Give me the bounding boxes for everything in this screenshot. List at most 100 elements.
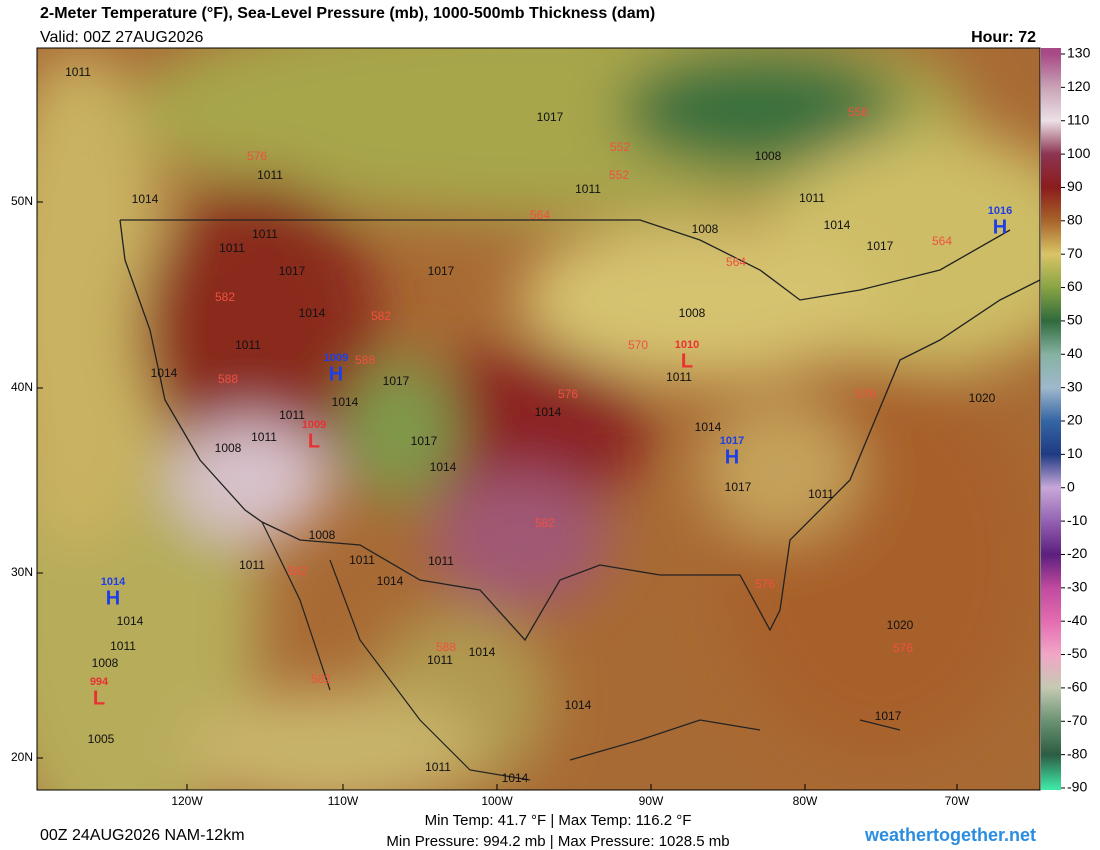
colorbar-tick-label: -20 [1067,545,1087,561]
thickness-label: 582 [371,309,391,323]
center-letter: L [93,687,105,709]
isobar-label: 1017 [279,264,306,278]
isobar-label: 1017 [867,239,894,253]
center-letter: H [993,216,1007,238]
isobar-label: 1011 [799,191,825,205]
thickness-label: 576 [856,387,876,401]
pressure-stats: Min Pressure: 994.2 mb | Max Pressure: 1… [386,833,729,850]
colorbar-tick-label: 40 [1067,345,1083,361]
isobar-label: 1011 [219,241,245,255]
isobar-label: 1008 [92,656,119,670]
center-value: 1009 [324,352,348,364]
isobar-label: 1011 [428,554,454,568]
isobar-label: 1008 [215,441,242,455]
thickness-label: 582 [215,290,235,304]
thickness-label: 570 [628,338,648,352]
lat-label: 20N [11,750,33,764]
thickness-label: 552 [610,140,630,154]
colorbar-tick-label: 120 [1067,78,1091,94]
center-value: 1010 [675,339,699,351]
isobar-label: 1014 [695,420,722,434]
colorbar-tick-label: 100 [1067,145,1091,161]
thickness-label: 576 [247,149,267,163]
colorbar-tick-label: 20 [1067,412,1083,428]
isobar-label: 1005 [88,732,115,746]
lon-label: 110W [328,794,359,808]
thickness-label: 588 [355,353,375,367]
lat-label: 30N [11,565,33,579]
colorbar-tick-label: 130 [1067,45,1091,61]
colorbar-tick-label: 110 [1067,111,1090,127]
center-letter: L [308,430,320,452]
isobar-label: 1020 [969,391,996,405]
isobar-label: 1008 [755,149,782,163]
colorbar-tick-label: 60 [1067,278,1083,294]
colorbar-tick-label: 30 [1067,378,1083,394]
valid-time: Valid: 00Z 27AUG2026 [40,29,203,46]
thickness-label: 552 [609,168,629,182]
isobar-label: 1020 [887,618,914,632]
lon-label: 90W [639,794,664,808]
colorbar-tick-label: -90 [1067,779,1087,795]
isobar-label: 1014 [151,366,178,380]
isobar-label: 1011 [251,430,277,444]
isobar-label: 1017 [875,709,902,723]
isobar-label: 1011 [279,408,305,422]
isobar-label: 1011 [65,65,91,79]
isobar-label: 1008 [692,222,719,236]
map-frame [36,47,1041,791]
colorbar-ramp [1041,48,1061,790]
thickness-label: 582 [287,564,307,578]
thickness-label: 564 [530,208,550,222]
colorbar-tick-label: 0 [1067,478,1075,494]
site-name[interactable]: weathertogether.net [864,825,1036,845]
isobar-label: 1011 [239,558,265,572]
isobar-label: 1008 [309,528,336,542]
lat-label: 50N [11,194,33,208]
isobar-label: 1014 [377,574,404,588]
colorbar-tick-label: 70 [1067,245,1083,261]
isobar-label: 1017 [383,374,410,388]
isobar-label: 1011 [425,760,451,774]
thickness-label: 582 [311,672,331,686]
lon-label: 80W [793,794,818,808]
isobar-label: 1014 [502,771,529,785]
colorbar-tick-label: 50 [1067,312,1083,328]
isobar-label: 1011 [235,338,261,352]
center-letter: L [681,350,693,372]
isobar-label: 1011 [252,227,278,241]
colorbar: 1301201101009080706050403020100-10-20-30… [1041,45,1091,795]
isobar-label: 1014 [117,614,144,628]
isobar-label: 1014 [299,306,326,320]
colorbar-tick-label: -70 [1067,712,1087,728]
thickness-label: 558 [848,105,868,119]
isobar-label: 1014 [332,395,359,409]
model-run: 00Z 24AUG2026 NAM-12km [40,827,245,844]
thickness-label: 576 [755,577,775,591]
thickness-label: 588 [436,640,456,654]
colorbar-tick-label: -50 [1067,645,1087,661]
isobar-label: 1011 [808,487,834,501]
isobar-label: 1011 [257,168,283,182]
thickness-label: 588 [218,372,238,386]
colorbar-tick-label: -60 [1067,679,1087,695]
forecast-hour: Hour: 72 [971,29,1036,46]
lon-label: 100W [481,794,513,808]
temp-stats: Min Temp: 41.7 °F | Max Temp: 116.2 °F [425,812,692,829]
lon-label: 120W [171,794,203,808]
lon-label: 70W [945,794,970,808]
isobar-label: 1014 [824,218,851,232]
isobar-label: 1014 [535,405,562,419]
colorbar-tick-label: -30 [1067,579,1087,595]
isobar-label: 1008 [679,306,706,320]
isobar-label: 1017 [725,480,752,494]
center-value: 1009 [302,419,326,431]
center-value: 1017 [720,435,744,447]
isobar-label: 1014 [132,192,159,206]
center-value: 994 [90,676,109,688]
thickness-label: 576 [893,641,913,655]
isobar-label: 1011 [110,639,136,653]
isobar-label: 1014 [469,645,496,659]
center-letter: H [106,587,120,609]
colorbar-tick-label: 10 [1067,445,1083,461]
